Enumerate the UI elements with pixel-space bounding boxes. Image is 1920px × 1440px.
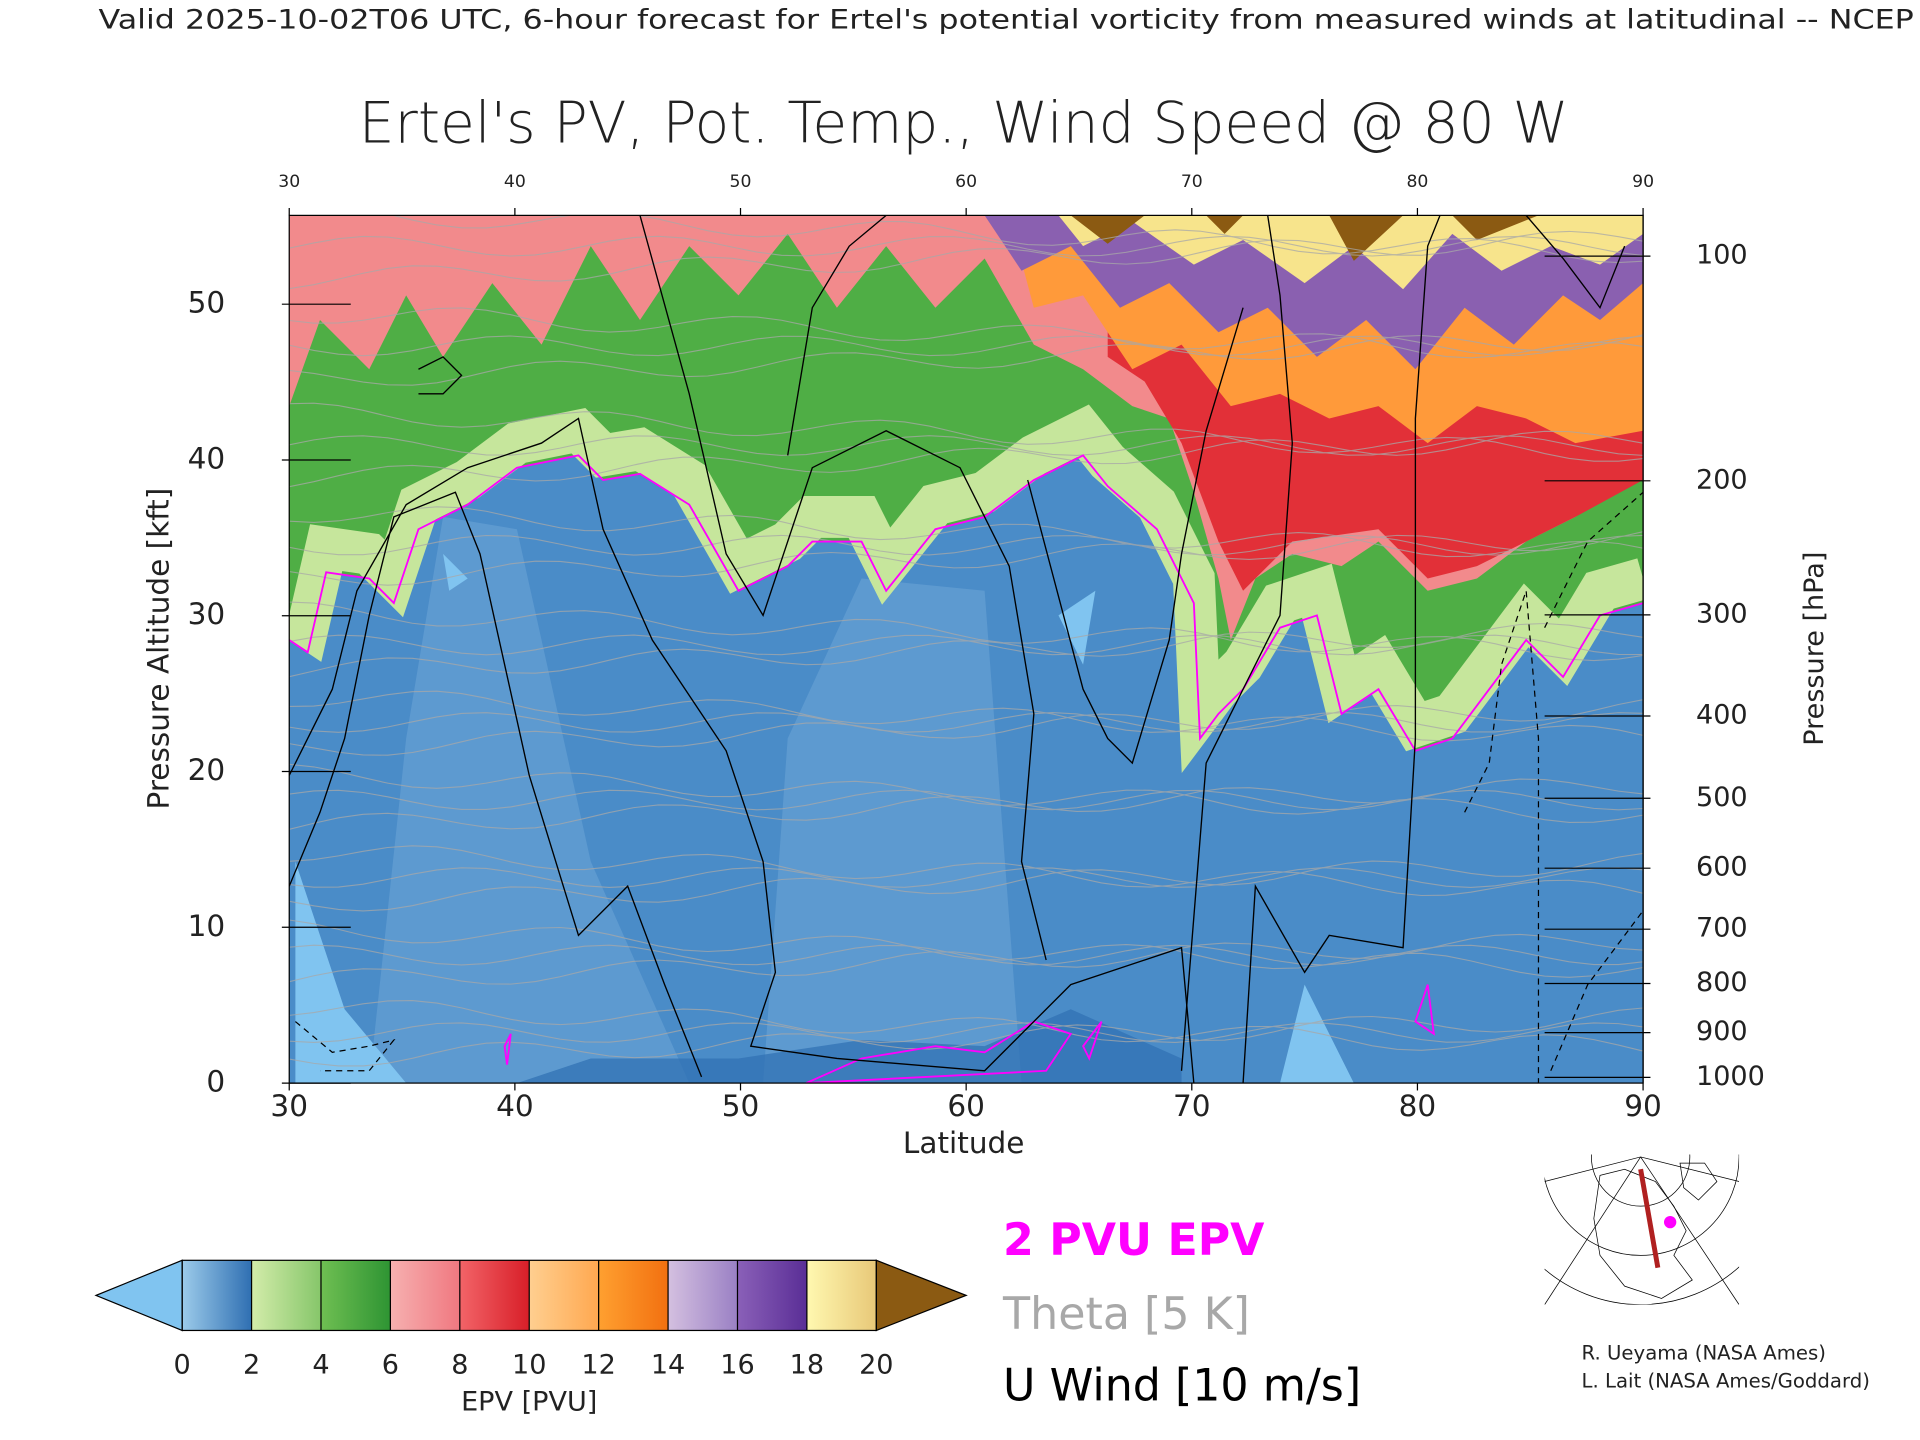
credit: L. Lait (NASA Ames/Goddard) <box>1582 1370 1870 1393</box>
x-tick-label: 60 <box>947 1089 985 1123</box>
colorbar-segment <box>320 1260 391 1331</box>
colorbar-under <box>94 1259 183 1332</box>
y2-tick-label: 400 <box>1696 699 1748 730</box>
x-axis-label: Latitude <box>903 1126 1024 1160</box>
theta-line <box>289 430 1644 488</box>
legend-entry: Theta [5 K] <box>1002 1289 1250 1340</box>
theta-line <box>289 235 1644 257</box>
y2-tick-label: 800 <box>1696 967 1748 998</box>
y-tick-label: 30 <box>188 597 226 631</box>
colorbar-tick-label: 6 <box>382 1350 399 1381</box>
x-top-tick-label: 60 <box>955 172 977 192</box>
theta-line <box>289 335 1644 357</box>
y2-tick-label: 300 <box>1696 598 1748 629</box>
x-tick-label: 90 <box>1624 1089 1662 1123</box>
map-inset <box>1544 1154 1740 1305</box>
colorbar-segment <box>251 1260 321 1331</box>
x-top-tick-label: 80 <box>1406 172 1428 192</box>
legend-entry: U Wind [10 m/s] <box>1003 1360 1361 1411</box>
colorbar-frame <box>181 1259 877 1332</box>
theta-line <box>289 601 1644 662</box>
theta-line <box>289 334 1644 386</box>
header: Valid 2025-10-02T06 UTC, 6-hour forecast… <box>98 4 1913 35</box>
theta-line <box>289 307 1644 359</box>
y2-tick-label: 700 <box>1696 913 1748 944</box>
theta-line <box>390 215 1644 264</box>
colorbar-segment <box>529 1260 599 1331</box>
theta-line <box>289 789 1644 811</box>
x-tick-label: 40 <box>496 1089 534 1123</box>
y2-axis-label: Pressure [hPa] <box>1799 552 1830 746</box>
theta-line <box>289 933 1644 985</box>
theta-line <box>289 690 1644 742</box>
colorbar-tick-label: 0 <box>174 1350 191 1381</box>
theta-line <box>289 699 1644 756</box>
credit: R. Ueyama (NASA Ames) <box>1582 1341 1826 1364</box>
x-top-tick-label: 50 <box>730 172 752 192</box>
theta-line <box>289 919 1644 978</box>
colorbar-segment <box>598 1260 669 1331</box>
y-tick-label: 40 <box>188 441 226 475</box>
colorbar-label: EPV [PVU] <box>461 1387 597 1418</box>
theta-line <box>289 435 1644 456</box>
colorbar-segment <box>390 1260 460 1331</box>
y-axis-label: Pressure Altitude [kft] <box>142 488 176 810</box>
x-tick-label: 70 <box>1173 1089 1211 1123</box>
colorbar-tick-label: 10 <box>512 1350 546 1381</box>
y2-tick-label: 200 <box>1696 464 1748 495</box>
theta-line <box>289 32 1643 90</box>
theta-line <box>289 534 1644 556</box>
field <box>289 32 1644 1084</box>
colorbar-segment <box>668 1260 738 1331</box>
y2-tick-label: 100 <box>1696 240 1748 271</box>
x-tick-label: 30 <box>270 1089 308 1123</box>
x-tick-label: 50 <box>722 1089 760 1123</box>
colorbar-tick-label: 8 <box>451 1350 468 1381</box>
y-tick-label: 50 <box>188 286 226 320</box>
theta-line <box>289 634 1644 656</box>
y2-tick-label: 600 <box>1696 852 1748 883</box>
colorbar-segment <box>737 1260 807 1331</box>
y-tick-label: 20 <box>188 753 226 787</box>
theta-line <box>289 845 1644 897</box>
colorbar-tick-label: 18 <box>790 1350 824 1381</box>
theta-line <box>289 230 1644 290</box>
theta-line <box>289 867 1644 888</box>
legend: 2 PVU EPV Theta [5 K] U Wind [10 m/s] <box>1002 1215 1361 1411</box>
colorbar-segment <box>459 1260 530 1331</box>
x-top-tick-label: 90 <box>1632 172 1654 192</box>
colorbar-segment <box>182 1260 252 1331</box>
chart-title: Ertel's PV, Pot. Temp., Wind Speed @ 80 … <box>359 90 1569 156</box>
colorbar-tick-label: 2 <box>243 1350 260 1381</box>
theta-line <box>289 1000 1644 1052</box>
colorbar-tick-label: 12 <box>581 1350 615 1381</box>
theta-line <box>289 712 1644 733</box>
theta-line <box>289 1022 1644 1044</box>
colorbar-segment <box>806 1260 877 1331</box>
colorbar-tick-label: 16 <box>720 1350 754 1381</box>
theta-line <box>289 506 1644 558</box>
y-tick-label: 10 <box>188 909 226 943</box>
legend-entry: 2 PVU EPV <box>1003 1215 1265 1266</box>
x-top-tick-label: 40 <box>504 172 526 192</box>
theta-line <box>289 531 1644 586</box>
theta-line <box>289 402 1644 462</box>
y-tick-label: 0 <box>206 1065 225 1099</box>
colorbar-tick-label: 14 <box>651 1350 685 1381</box>
y2-tick-label: 500 <box>1696 782 1748 813</box>
y2-tick-label: 900 <box>1696 1016 1748 1047</box>
colorbar-tick-label: 4 <box>312 1350 329 1381</box>
theta-line <box>289 944 1644 966</box>
x-top-tick-label: 30 <box>278 172 300 192</box>
theta-line <box>289 852 1644 912</box>
colorbar-over <box>875 1259 968 1332</box>
y2-tick-label: 1000 <box>1696 1061 1765 1092</box>
theta-line <box>289 763 1644 823</box>
colorbar-tick-label: 20 <box>859 1350 893 1381</box>
x-tick-label: 80 <box>1399 1089 1437 1123</box>
x-top-tick-label: 70 <box>1181 172 1203 192</box>
